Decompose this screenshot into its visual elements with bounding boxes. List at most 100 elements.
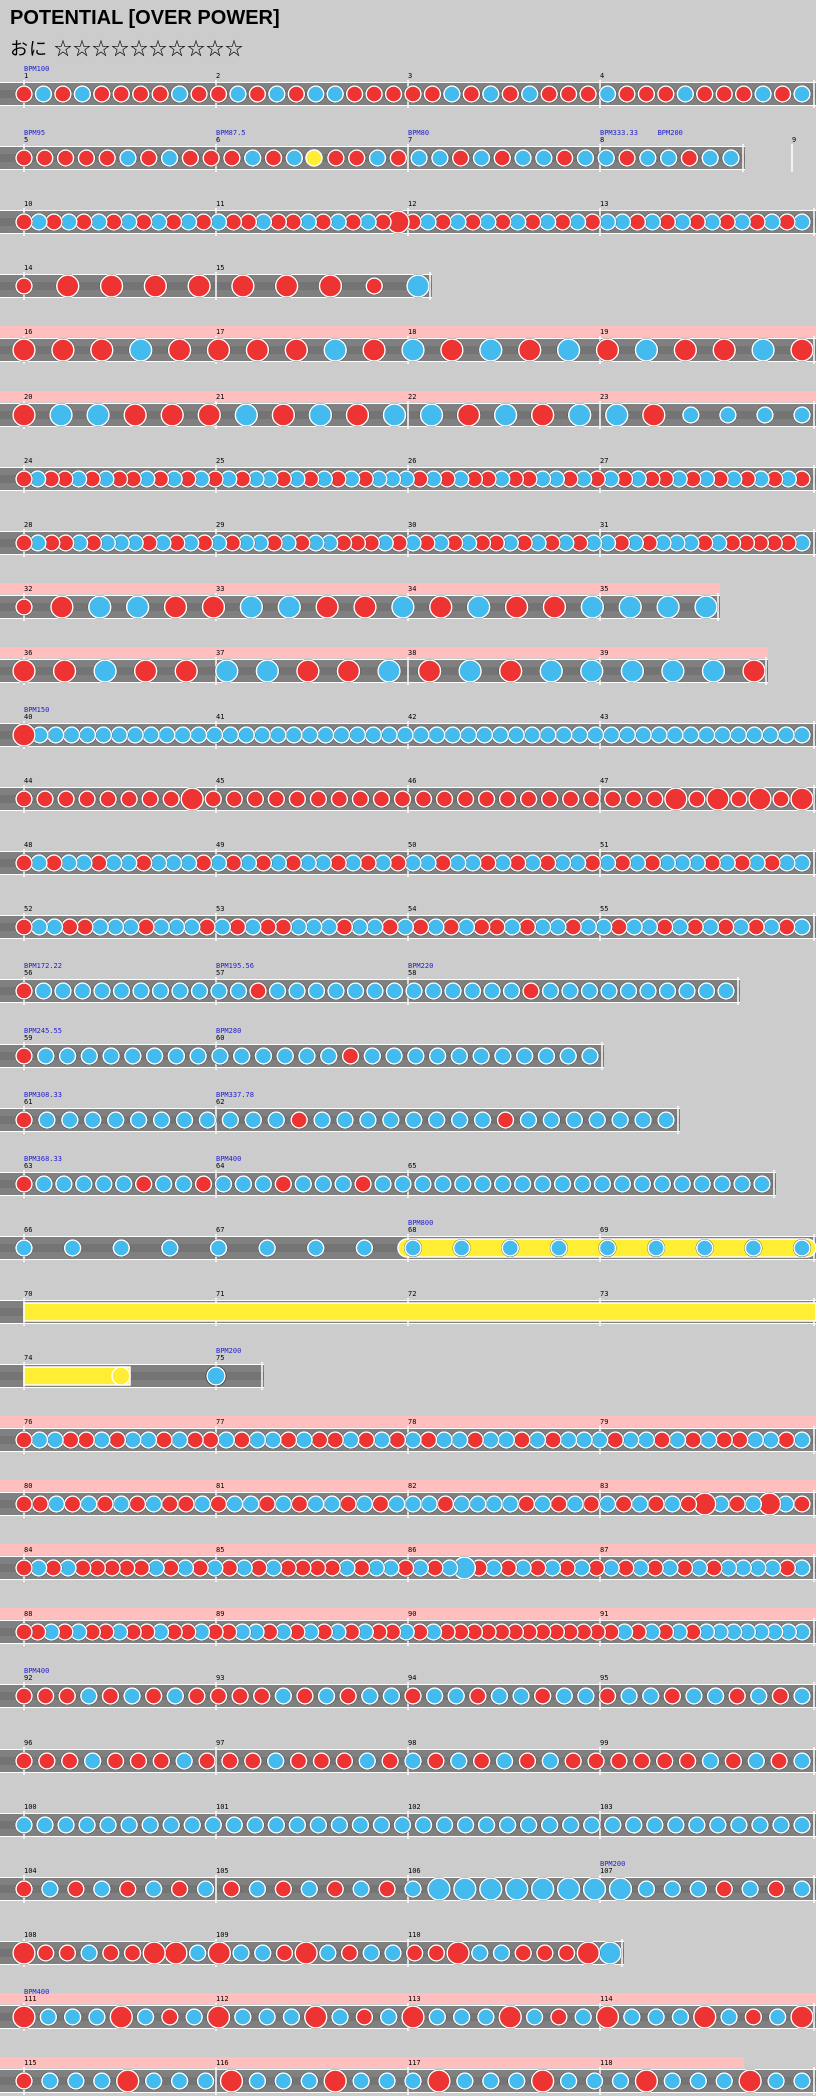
bpm-marker: BPM280 xyxy=(216,1027,241,1035)
ka-note xyxy=(317,1687,336,1705)
big-don-note xyxy=(12,659,36,683)
don-note xyxy=(15,2072,33,2090)
ka-note xyxy=(555,1687,574,1705)
big-ka-note xyxy=(479,1877,503,1901)
ka-note xyxy=(474,1175,492,1193)
don-note xyxy=(767,1880,785,1898)
ka-note xyxy=(661,1559,679,1577)
ka-note xyxy=(428,1047,447,1065)
ka-note xyxy=(483,982,501,1000)
measure-number: 87 xyxy=(600,1546,608,1554)
don-note xyxy=(296,1687,314,1705)
ka-note xyxy=(520,85,539,103)
big-don-note xyxy=(174,659,198,683)
ka-note xyxy=(549,918,567,936)
measure-number: 106 xyxy=(408,1867,421,1875)
big-don-note xyxy=(56,274,80,298)
measure-number: 32 xyxy=(24,585,32,593)
measure-number: 58 xyxy=(408,969,416,977)
ka-note xyxy=(452,1239,471,1257)
ka-note xyxy=(367,1559,386,1577)
ka-note xyxy=(507,2072,526,2090)
ka-note xyxy=(588,1111,606,1129)
don-note xyxy=(536,1944,554,1962)
ka-note xyxy=(597,149,615,167)
measure-number: 49 xyxy=(216,841,224,849)
don-note xyxy=(352,1559,371,1577)
don-note xyxy=(339,1687,357,1705)
don-note xyxy=(151,85,169,103)
ka-note xyxy=(502,982,521,1000)
ka-note xyxy=(162,1816,180,1834)
ka-note xyxy=(733,1175,751,1193)
ka-note xyxy=(637,1431,656,1449)
ka-note xyxy=(132,982,150,1000)
don-note xyxy=(501,85,519,103)
ka-note xyxy=(254,213,273,231)
ka-note xyxy=(258,1239,276,1257)
don-note xyxy=(684,1431,702,1449)
ka-note xyxy=(762,1431,780,1449)
don-note xyxy=(198,918,216,936)
big-don-note xyxy=(706,787,730,811)
ka-note xyxy=(139,1431,158,1449)
don-note xyxy=(15,854,33,872)
ka-note xyxy=(274,1495,293,1513)
don-note xyxy=(498,790,517,808)
ka-note xyxy=(362,1944,381,1962)
ka-note xyxy=(102,1047,120,1065)
don-note xyxy=(679,1495,698,1513)
chart-row: 10 11 12 13 xyxy=(0,200,816,236)
don-note xyxy=(190,85,208,103)
bpm-marker: BPM220 xyxy=(408,962,433,970)
bpm-marker: BPM100 xyxy=(24,65,49,73)
measure-number: 76 xyxy=(24,1418,32,1426)
ka-note xyxy=(205,726,224,744)
don-note xyxy=(793,1495,811,1513)
ka-note xyxy=(382,1111,400,1129)
ka-note xyxy=(611,2072,630,2090)
big-don-note xyxy=(401,2005,425,2029)
don-note xyxy=(54,85,72,103)
ka-note xyxy=(713,1175,731,1193)
don-note xyxy=(435,790,454,808)
don-note xyxy=(284,854,303,872)
ka-note xyxy=(706,1687,725,1705)
ka-note xyxy=(598,213,617,231)
ka-note xyxy=(124,1431,142,1449)
ka-note xyxy=(503,918,521,936)
ka-note xyxy=(611,1111,629,1129)
don-note xyxy=(36,790,54,808)
ka-note xyxy=(63,2008,82,2026)
ka-note xyxy=(579,918,598,936)
ka-note xyxy=(452,2008,471,2026)
big-don-note xyxy=(336,659,361,683)
don-note xyxy=(488,918,506,936)
ka-note xyxy=(613,1175,632,1193)
don-note xyxy=(274,1880,293,1898)
don-note xyxy=(228,918,247,936)
don-note xyxy=(258,1495,276,1513)
measure-number: 73 xyxy=(600,1290,608,1298)
ka-note xyxy=(288,1816,307,1834)
measure-number: 108 xyxy=(24,1931,37,1939)
ka-note xyxy=(161,1239,179,1257)
measure-number: 82 xyxy=(408,1482,416,1490)
measure-number: 15 xyxy=(216,264,224,272)
don-note xyxy=(583,854,602,872)
don-note xyxy=(731,1431,749,1449)
ka-note xyxy=(494,1047,512,1065)
ka-note xyxy=(622,1431,640,1449)
ka-note xyxy=(225,1495,244,1513)
don-note xyxy=(730,790,748,808)
don-note xyxy=(327,149,345,167)
don-note xyxy=(88,1559,107,1577)
ka-note xyxy=(358,1752,376,1770)
don-note xyxy=(15,982,33,1000)
ka-note xyxy=(285,726,303,744)
don-note xyxy=(427,1944,446,1962)
don-note xyxy=(618,85,636,103)
measure-number: 48 xyxy=(24,841,32,849)
big-ka-note xyxy=(598,1941,622,1965)
measure-number: 105 xyxy=(216,1867,229,1875)
